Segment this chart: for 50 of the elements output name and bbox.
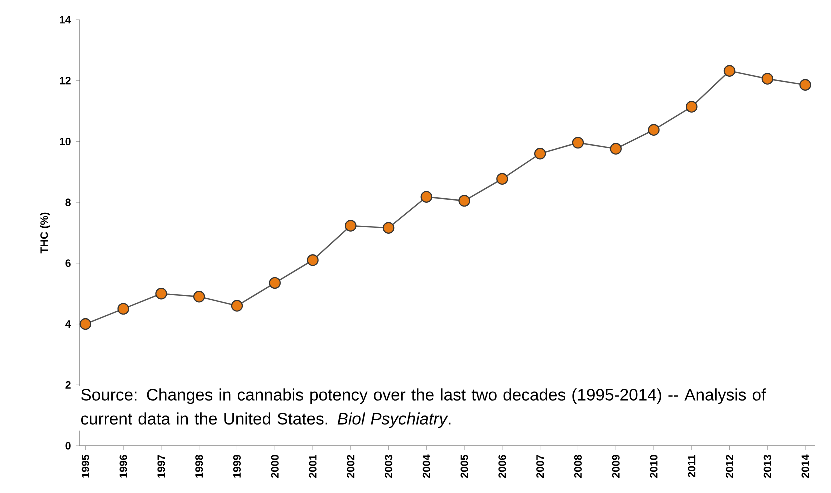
- point: [231, 300, 244, 312]
- point: [724, 65, 736, 77]
- x-tick-label: 1995: [82, 455, 90, 478]
- y-tick-label: 4: [66, 320, 72, 328]
- point: [648, 124, 660, 136]
- y-tick-label: 14: [60, 16, 72, 24]
- point: [610, 143, 622, 155]
- point: [382, 222, 395, 234]
- y-tick-label: 12: [60, 77, 71, 85]
- x-tick-label: 1999: [233, 455, 242, 478]
- point: [156, 288, 168, 300]
- x-tick-label: 2003: [385, 455, 393, 478]
- y-tick-label: 0: [66, 442, 71, 450]
- y-tick-label: 8: [66, 198, 71, 206]
- annotation: Source: Changes in cannabis potency over the last two decades (1995-2014) -- Analysis of current data in the United States. Biol Psychiatry.: [81, 388, 766, 428]
- y-tick-label: 10: [60, 138, 71, 146]
- y-tick-label: 6: [66, 260, 71, 268]
- x-tick-label: 2014: [802, 454, 810, 478]
- point: [458, 195, 470, 207]
- x-tick-label: 2001: [309, 455, 317, 478]
- point: [686, 101, 698, 113]
- x-tick-label: 1997: [158, 455, 166, 478]
- x-tick-label: 2011: [688, 455, 696, 478]
- x-tick-label: 2006: [498, 455, 506, 478]
- x-tick-label: 2012: [726, 455, 734, 478]
- y-axis-title: THC (%): [40, 212, 50, 254]
- x-tick-label: 2013: [764, 455, 772, 478]
- x-tick-label: 2002: [347, 455, 355, 478]
- point: [345, 220, 357, 232]
- point: [800, 79, 812, 91]
- point: [80, 318, 92, 330]
- x-tick-label: 1998: [196, 455, 204, 478]
- x-tick-label: 2005: [460, 455, 468, 478]
- point: [762, 73, 774, 85]
- point: [496, 173, 508, 186]
- x-tick-label: 2000: [271, 455, 279, 478]
- point: [193, 291, 206, 303]
- point: [118, 303, 130, 315]
- x-tick-label: 2008: [574, 455, 582, 478]
- point: [420, 191, 433, 203]
- x-tick-label: 2010: [650, 455, 658, 478]
- point: [269, 277, 281, 290]
- x-tick-label: 2009: [612, 455, 620, 478]
- x-tick-label: 2007: [536, 455, 544, 478]
- point: [307, 254, 319, 266]
- x-tick-label: 2004: [422, 454, 430, 478]
- x-tick-label: 1996: [120, 455, 128, 478]
- point: [534, 148, 546, 160]
- y-tick-label: 2: [66, 381, 71, 389]
- point: [572, 137, 584, 149]
